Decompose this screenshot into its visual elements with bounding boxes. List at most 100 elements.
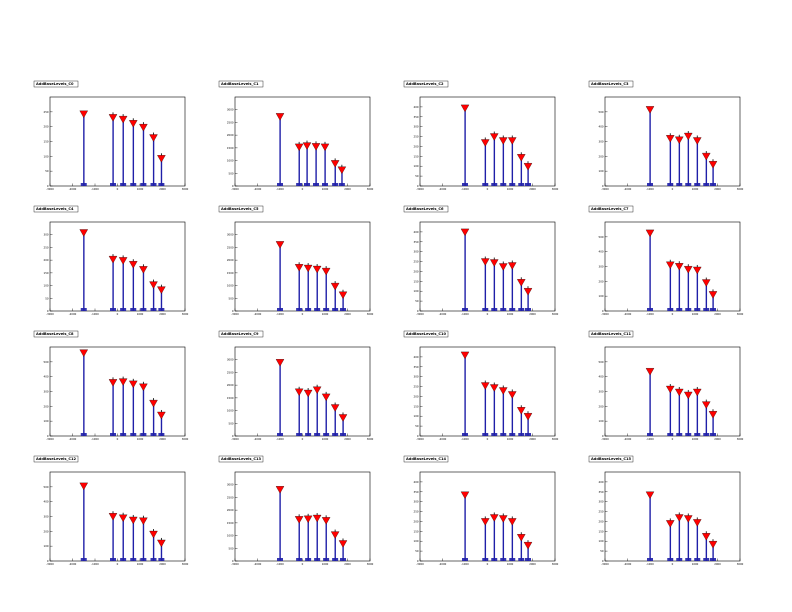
y-tick-label: 500 bbox=[44, 360, 49, 364]
y-tick-label: 200 bbox=[599, 279, 604, 283]
histogram-peak-bar bbox=[705, 157, 708, 186]
y-tick-label: 400 bbox=[44, 375, 49, 379]
histogram-shoulder bbox=[305, 308, 312, 311]
y-tick-label: 400 bbox=[414, 105, 419, 109]
histogram-shoulder bbox=[140, 433, 147, 436]
x-tick-label: 1000 bbox=[137, 437, 144, 441]
x-tick-label: 3000 bbox=[552, 187, 559, 191]
panel-title: AddBaseLevels_C11 bbox=[591, 332, 631, 336]
peak-marker bbox=[708, 161, 718, 169]
peak-marker bbox=[149, 399, 158, 408]
panel-title: AddBaseLevels_C14 bbox=[406, 457, 446, 461]
histogram-peak-bar bbox=[705, 537, 708, 561]
y-tick-label: 500 bbox=[229, 421, 234, 425]
y-tick-label: 150 bbox=[414, 154, 419, 158]
histogram-shoulder bbox=[710, 433, 716, 436]
histogram-peak-bar bbox=[132, 520, 135, 561]
histogram-panel: AddBaseLevels_C15-3000 -2000 -1000 0 1000 200… bbox=[588, 455, 744, 566]
title-box bbox=[33, 330, 79, 338]
histogram-peak-bar bbox=[342, 418, 344, 436]
histogram-peak-bar bbox=[520, 283, 523, 311]
histogram-peak-bar bbox=[649, 495, 651, 561]
y-tick-label: 300 bbox=[414, 125, 419, 129]
peak-marker bbox=[489, 133, 499, 141]
histogram-shoulder bbox=[296, 433, 303, 436]
histogram-shoulder bbox=[647, 308, 653, 311]
histogram-peak-bar bbox=[132, 384, 135, 436]
x-tick-label: 2000 bbox=[529, 437, 536, 441]
histogram-shoulder bbox=[130, 183, 137, 186]
y-tick-label: 1000 bbox=[227, 409, 234, 413]
y-tick-label: 200 bbox=[599, 519, 604, 523]
histogram-shoulder bbox=[340, 558, 346, 561]
histogram-peak-bar bbox=[142, 521, 145, 561]
x-tick-label: 1000 bbox=[322, 562, 329, 566]
histogram-shoulder bbox=[304, 183, 310, 186]
y-tick-label: 200 bbox=[414, 519, 419, 523]
histogram-peak-bar bbox=[279, 117, 281, 186]
plot-frame bbox=[49, 471, 186, 562]
x-tick-label: 0 bbox=[117, 187, 119, 191]
y-tick-label: 2000 bbox=[227, 383, 234, 387]
peak-marker bbox=[674, 263, 684, 271]
y-tick-label: 100 bbox=[414, 164, 419, 168]
title-box bbox=[588, 205, 634, 213]
histogram-shoulder bbox=[676, 183, 683, 186]
y-tick-label: 1500 bbox=[227, 521, 234, 525]
title-box bbox=[588, 330, 634, 338]
histogram-peak-bar bbox=[122, 261, 124, 311]
x-tick-label: 3000 bbox=[182, 187, 189, 191]
histogram-shoulder bbox=[694, 308, 701, 311]
x-tick-label: -2000 bbox=[439, 437, 447, 441]
panel-title: AddBaseLevels_C15 bbox=[591, 457, 631, 461]
peak-marker bbox=[701, 401, 711, 409]
x-tick-label: -3000 bbox=[601, 562, 609, 566]
histogram-peak-bar bbox=[669, 265, 672, 311]
x-tick-label: 2000 bbox=[714, 312, 721, 316]
histogram-shoulder bbox=[703, 308, 710, 311]
panel-title: AddBaseLevels_C3 bbox=[591, 82, 629, 86]
x-tick-label: 1000 bbox=[507, 562, 514, 566]
y-tick-label: 350 bbox=[414, 115, 419, 119]
histogram-peak-bar bbox=[122, 382, 124, 436]
y-tick-label: 500 bbox=[229, 171, 234, 175]
y-tick-label: 0 bbox=[232, 559, 234, 563]
y-tick-label: 0 bbox=[417, 309, 419, 313]
x-tick-label: -3000 bbox=[46, 187, 54, 191]
histogram-peak-bar bbox=[649, 110, 651, 186]
histogram-shoulder bbox=[323, 308, 330, 311]
histogram-shoulder bbox=[314, 308, 321, 311]
x-tick-label: 2000 bbox=[159, 562, 166, 566]
y-tick-label: 200 bbox=[414, 394, 419, 398]
histogram-peak-bar bbox=[493, 263, 496, 311]
y-tick-label: 200 bbox=[599, 404, 604, 408]
y-tick-label: 250 bbox=[44, 245, 49, 249]
peak-marker bbox=[321, 267, 331, 276]
histogram-peak-bar bbox=[669, 390, 672, 436]
x-tick-label: 1000 bbox=[507, 437, 514, 441]
histogram-shoulder bbox=[647, 433, 653, 436]
x-tick-label: 0 bbox=[487, 562, 489, 566]
peak-marker bbox=[149, 281, 158, 289]
y-tick-label: 100 bbox=[44, 284, 49, 288]
y-tick-label: 1500 bbox=[227, 146, 234, 150]
x-tick-label: 0 bbox=[302, 437, 304, 441]
y-tick-label: 500 bbox=[229, 546, 234, 550]
peak-marker bbox=[692, 137, 702, 145]
x-tick-label: -2000 bbox=[69, 187, 77, 191]
y-tick-label: 350 bbox=[414, 365, 419, 369]
y-tick-label: 1000 bbox=[227, 284, 234, 288]
peak-marker bbox=[128, 516, 138, 525]
histogram-peak-bar bbox=[152, 285, 155, 311]
histogram-peak-bar bbox=[527, 417, 529, 436]
peak-marker bbox=[674, 514, 684, 522]
histogram-peak-bar bbox=[112, 383, 114, 436]
histogram-peak-bar bbox=[307, 519, 309, 561]
y-tick-label: 100 bbox=[599, 294, 604, 298]
title-box bbox=[588, 455, 634, 463]
histogram-panel: AddBaseLevels_C0-3000 -2000 -1000 0 1000 2000… bbox=[33, 80, 189, 191]
histogram-shoulder bbox=[647, 558, 653, 561]
histogram-peak-bar bbox=[527, 292, 529, 311]
y-tick-label: 2500 bbox=[227, 495, 234, 499]
peak-marker bbox=[645, 106, 655, 114]
